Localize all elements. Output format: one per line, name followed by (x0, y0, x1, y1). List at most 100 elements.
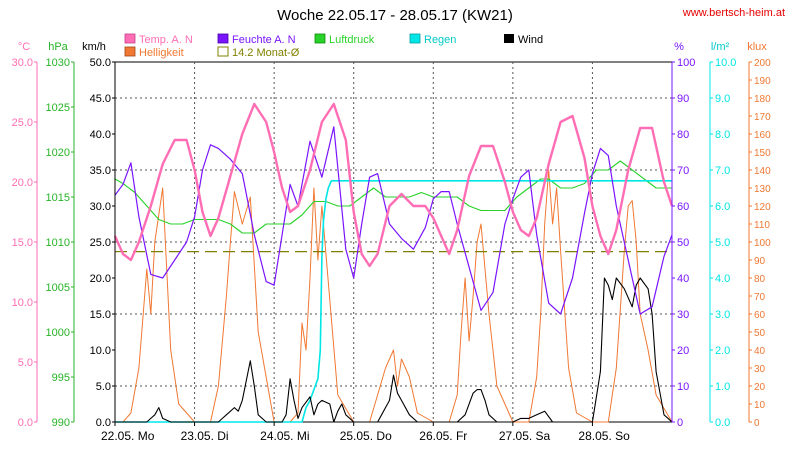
tick-label-temp: 5.0 (18, 357, 33, 369)
tick-label-light: 0 (754, 418, 760, 429)
legend-item-rain: Regen (409, 33, 456, 46)
tick-label-press: 1025 (46, 102, 70, 114)
tick-label-light: 140 (754, 166, 771, 177)
tick-label-rain: 4.0 (715, 273, 730, 285)
tick-label-light: 190 (754, 76, 771, 87)
x-tick-label: 24.05. Mi (260, 429, 309, 443)
legend-label-wind: Wind (518, 34, 543, 46)
tick-label-light: 100 (754, 238, 771, 249)
tick-label-light: 20 (754, 382, 766, 393)
series-wind (115, 277, 673, 423)
tick-label-rain: 8.0 (715, 129, 730, 141)
tick-label-rain: 0.0 (715, 417, 730, 429)
tick-label-wind: 20.0 (90, 273, 111, 285)
tick-label-light: 130 (754, 184, 771, 195)
tick-label-light: 10 (754, 400, 766, 411)
tick-label-hum: 60 (677, 201, 689, 213)
legend-label-avg: 14.2 Monat-Ø (232, 47, 300, 59)
legend-item-hum: Feuchte A. N (217, 33, 296, 46)
legend-swatch-temp (124, 33, 136, 44)
tick-label-hum: 30 (677, 309, 689, 321)
x-tick-label: 23.05. Di (181, 429, 229, 443)
tick-label-light: 150 (754, 148, 771, 159)
tick-label-hum: 90 (677, 93, 689, 105)
legend-item-light: Helligkeit (124, 46, 184, 59)
series-feuchte-a-n (114, 126, 673, 315)
tick-label-rain: 9.0 (715, 93, 730, 105)
tick-label-light: 50 (754, 328, 766, 339)
legend-item-wind: Wind (504, 34, 543, 46)
x-tick-label: 26.05. Fr (419, 429, 467, 443)
tick-label-light: 180 (754, 94, 771, 105)
legend-swatch-wind (504, 34, 514, 43)
x-tick-label: 27.05. Sa (499, 429, 551, 443)
tick-label-wind: 10.0 (90, 345, 111, 357)
legend: Temp. A. N Feuchte A. N Luftdruck Regen … (124, 33, 543, 59)
tick-label-rain: 10.0 (715, 57, 736, 69)
unit-hum: % (674, 41, 684, 53)
legend-label-rain: Regen (424, 34, 456, 46)
tick-label-rain: 5.0 (715, 237, 730, 249)
unit-press: hPa (48, 41, 68, 53)
tick-label-wind: 30.0 (90, 201, 111, 213)
unit-temp: °C (18, 41, 30, 53)
legend-item-press: Luftdruck (314, 33, 375, 46)
tick-label-light: 90 (754, 256, 766, 267)
tick-label-rain: 3.0 (715, 309, 730, 321)
tick-label-wind: 15.0 (90, 309, 111, 321)
axes: 30.0 25.0 20.0 15.0 10.0 5.0 0.0 10 30 1025 10 20 10… (12, 57, 772, 443)
tick-label-light: 110 (754, 220, 770, 231)
tick-label-light: 80 (754, 274, 766, 285)
legend-swatch-hum (217, 33, 229, 44)
tick-label-press: 990 (52, 417, 70, 429)
legend-item-temp: Temp. A. N (124, 33, 193, 46)
series-helligkeit (115, 169, 673, 423)
tick-label-light: 160 (754, 130, 771, 141)
tick-label-light: 30 (754, 364, 766, 375)
tick-label-hum: 40 (677, 273, 689, 285)
tick-label-light: 40 (754, 346, 766, 357)
legend-swatch-press (314, 33, 326, 44)
tick-label-rain: 1.0 (715, 381, 730, 393)
tick-label-hum: 20 (677, 345, 689, 357)
legend-label-hum: Feuchte A. N (232, 34, 296, 46)
tick-label-rain: 2.0 (715, 345, 730, 357)
tick-label-rain: 7.0 (715, 165, 730, 177)
tick-label-press: 1010 (46, 237, 70, 249)
chart-title: Woche 22.05.17 - 28.05.17 (KW21) (277, 7, 513, 24)
unit-wind: km/h (82, 41, 106, 53)
tick-label-light: 70 (754, 292, 766, 303)
tick-label-hum: 100 (677, 57, 695, 69)
series (113, 102, 674, 423)
legend-swatch-avg (217, 46, 229, 57)
x-tick-label: 22.05. Mo (101, 429, 155, 443)
tick-label-wind: 0.0 (96, 417, 111, 429)
tick-label-light: 170 (754, 112, 771, 123)
legend-label-temp: Temp. A. N (139, 34, 193, 46)
tick-label-temp: 25.0 (12, 117, 33, 129)
tick-label-wind: 45.0 (90, 93, 111, 105)
site-link[interactable]: www.bertsch-heim.at (682, 7, 785, 19)
legend-swatch-light (124, 46, 136, 57)
tick-label-temp: 30.0 (12, 57, 33, 69)
x-tick-label: 28.05. So (578, 429, 630, 443)
axis-units: °C hPa km/h % l/m² klux (18, 41, 767, 53)
tick-label-wind: 50.0 (90, 57, 111, 69)
series-regen (115, 180, 672, 423)
grid (114, 61, 673, 423)
unit-light: klux (747, 41, 767, 53)
tick-label-rain: 6.0 (715, 201, 730, 213)
tick-label-wind: 5.0 (96, 381, 111, 393)
tick-label-wind: 35.0 (90, 165, 111, 177)
legend-label-light: Helligkeit (139, 47, 184, 59)
tick-label-temp: 20.0 (12, 177, 33, 189)
legend-item-avg: 14.2 Monat-Ø (217, 46, 300, 59)
tick-label-hum: 10 (677, 381, 689, 393)
legend-label-press: Luftdruck (329, 34, 375, 46)
tick-label-temp: 0.0 (18, 417, 33, 429)
series-temp-a-n (113, 102, 674, 268)
tick-label-press: 995 (52, 372, 70, 384)
tick-label-light: 200 (754, 58, 771, 69)
tick-label-hum: 50 (677, 237, 689, 249)
